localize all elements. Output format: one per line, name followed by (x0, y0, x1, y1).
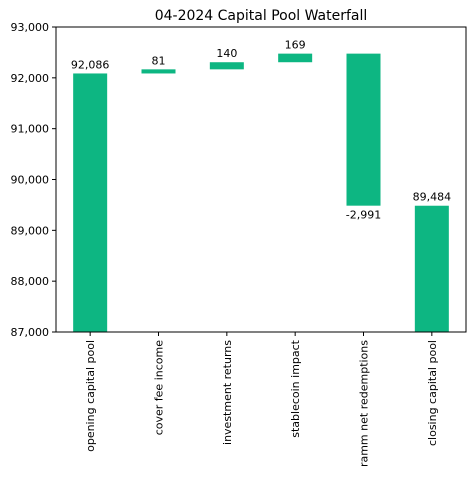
x-tick-label: closing capital pool (426, 340, 439, 446)
y-tick-label: 92,000 (11, 72, 50, 85)
value-labels-layer: 92,086 81 140 169 -2,991 89,484 (71, 39, 451, 222)
x-tick-label: cover fee income (153, 340, 166, 435)
bars-layer (73, 53, 449, 332)
x-tick-label: opening capital pool (84, 340, 97, 452)
x-tick-label: ramm net redemptions (358, 340, 371, 467)
bar-value-label: 81 (152, 54, 166, 67)
y-tick-label: 90,000 (11, 174, 50, 187)
x-tick-label: investment returns (221, 340, 234, 445)
bar-value-label: 169 (285, 39, 306, 52)
y-tick-label: 93,000 (11, 21, 50, 34)
bar-value-label: 89,484 (413, 191, 452, 204)
waterfall-bar (278, 53, 313, 63)
plot-frame (55, 26, 467, 333)
waterfall-bar (73, 73, 108, 332)
x-tick-label: stablecoin impact (289, 339, 302, 437)
bar-value-label: 92,086 (71, 58, 110, 71)
waterfall-bar (209, 62, 244, 70)
bar-value-label: 140 (216, 47, 237, 60)
x-axis: opening capital pool cover fee income inve… (84, 332, 439, 467)
waterfall-bar (414, 205, 449, 332)
bar-value-label: -2,991 (346, 209, 381, 222)
y-tick-label: 88,000 (11, 275, 50, 288)
waterfall-bar (346, 53, 381, 206)
waterfall-bar (141, 69, 176, 74)
y-tick-label: 89,000 (11, 224, 50, 237)
y-tick-label: 91,000 (11, 123, 50, 136)
y-tick-label: 87,000 (11, 326, 50, 339)
chart-title: 04-2024 Capital Pool Waterfall (155, 8, 368, 24)
y-axis: 87,000 88,000 89,000 90,000 91,000 92,000 93,0… (11, 21, 56, 339)
